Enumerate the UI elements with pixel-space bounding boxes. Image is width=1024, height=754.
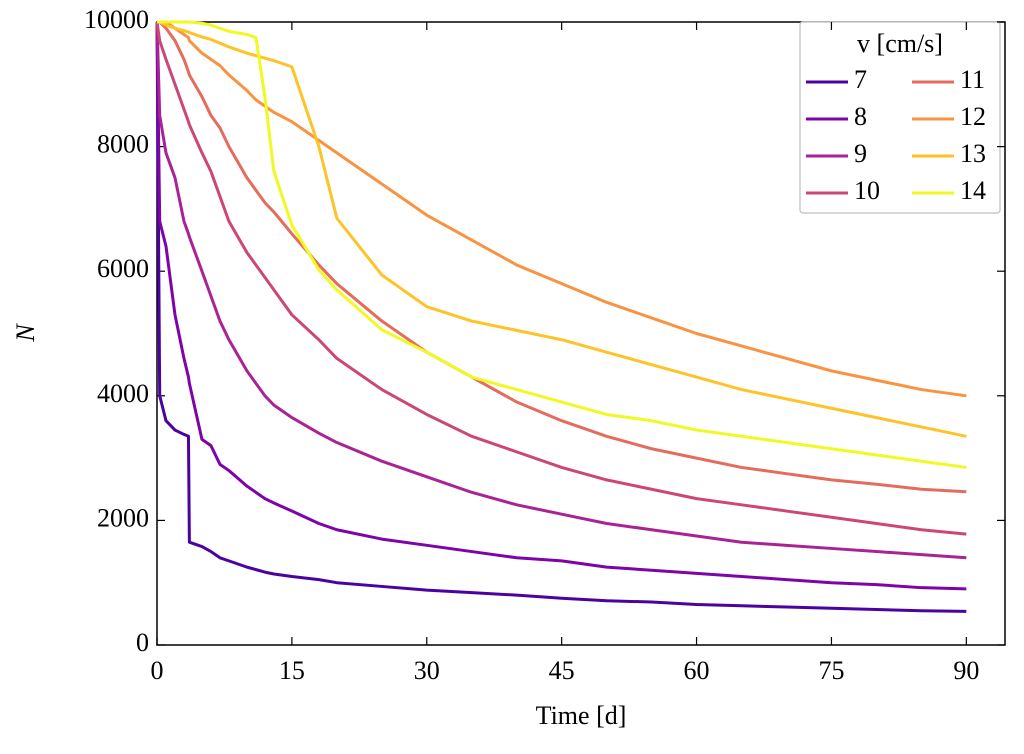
y-tick-label: 6000 [97,254,149,283]
y-tick-label: 0 [136,628,149,657]
y-axis-label: N [11,323,40,343]
legend-label: 10 [854,176,880,205]
y-tick-label: 2000 [97,503,149,532]
x-tick-label: 60 [684,656,710,685]
x-tick-label: 90 [953,656,979,685]
plot-frame [156,21,1006,646]
series-line [157,20,967,438]
legend-label: 12 [960,102,986,131]
x-tick-label: 75 [818,656,844,685]
legend-label: 8 [854,102,867,131]
series-line [157,20,967,398]
x-axis-label: Time [d] [536,701,627,730]
series-line [157,20,967,469]
legend-title: v [cm/s] [857,29,943,58]
legend-label: 11 [960,65,985,94]
series-line [155,21,967,613]
series-line [155,21,967,591]
series-line [155,21,967,560]
series-line [155,21,967,536]
legend-label: 14 [960,176,986,205]
x-tick-label: 30 [414,656,440,685]
y-tick-label: 10000 [84,5,149,34]
legend-label: 9 [854,139,867,168]
legend-label: 7 [854,65,867,94]
y-tick-label: 8000 [97,130,149,159]
x-tick-label: 0 [151,656,164,685]
y-tick-label: 4000 [97,379,149,408]
legend-box [799,21,1001,214]
x-tick-label: 15 [279,656,305,685]
legend-label: 13 [960,139,986,168]
x-tick-label: 45 [549,656,575,685]
